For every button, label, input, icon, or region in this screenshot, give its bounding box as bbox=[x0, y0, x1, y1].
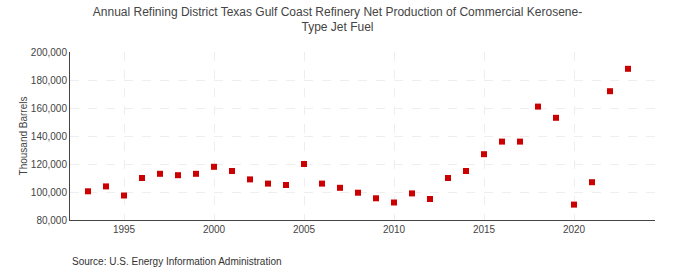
svg-text:140,000: 140,000 bbox=[31, 131, 68, 142]
svg-text:2015: 2015 bbox=[473, 224, 496, 235]
svg-text:Thousand Barrels: Thousand Barrels bbox=[18, 97, 29, 176]
svg-text:1995: 1995 bbox=[113, 224, 136, 235]
svg-text:120,000: 120,000 bbox=[31, 159, 68, 170]
svg-text:2000: 2000 bbox=[203, 224, 226, 235]
svg-text:2005: 2005 bbox=[293, 224, 316, 235]
svg-text:2010: 2010 bbox=[383, 224, 406, 235]
svg-text:100,000: 100,000 bbox=[31, 187, 68, 198]
svg-text:160,000: 160,000 bbox=[31, 103, 68, 114]
svg-text:Annual Refining District Texas: Annual Refining District Texas Gulf Coas… bbox=[93, 5, 582, 35]
svg-text:180,000: 180,000 bbox=[31, 75, 68, 86]
svg-text:Source: U.S. Energy Informatio: Source: U.S. Energy Information Administ… bbox=[72, 256, 282, 267]
svg-text:80,000: 80,000 bbox=[36, 215, 67, 226]
svg-text:200,000: 200,000 bbox=[31, 47, 68, 58]
svg-text:2020: 2020 bbox=[563, 224, 586, 235]
